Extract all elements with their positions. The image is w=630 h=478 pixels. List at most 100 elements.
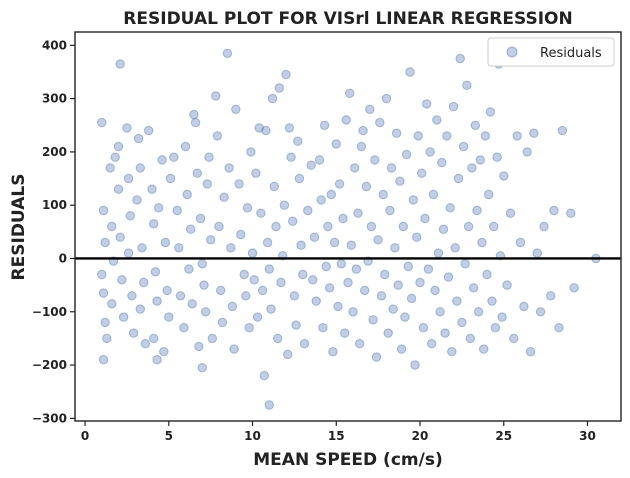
- legend-box: [487, 37, 615, 67]
- scatter-point: [204, 152, 214, 162]
- scatter-point: [463, 221, 474, 232]
- plot-area: [74, 31, 622, 422]
- scatter-point: [546, 291, 556, 301]
- scatter-point: [289, 291, 300, 301]
- scatter-point: [489, 221, 499, 232]
- legend: Residuals: [487, 37, 615, 67]
- scatter-point: [381, 93, 392, 104]
- scatter-point: [566, 208, 576, 218]
- scatter-point: [395, 176, 405, 186]
- scatter-point: [350, 163, 360, 173]
- scatter-point: [345, 88, 355, 99]
- scatter-point: [410, 360, 420, 370]
- x-axis-label: MEAN SPEED (cm/s): [253, 450, 442, 470]
- scatter-point: [187, 299, 197, 309]
- scatter-point: [214, 221, 224, 232]
- scatter-point: [314, 155, 325, 165]
- scatter-point: [200, 307, 211, 317]
- scatter-point: [525, 347, 536, 357]
- scatter-point: [465, 333, 475, 344]
- scatter-point: [242, 203, 253, 213]
- scatter-point: [110, 152, 120, 162]
- scatter-point: [164, 312, 174, 322]
- scatter-point: [165, 173, 176, 184]
- scatter-point: [144, 125, 154, 136]
- scatter-points: [97, 48, 601, 410]
- scatter-point: [197, 259, 208, 269]
- scatter-point: [192, 168, 203, 178]
- scatter-point: [482, 269, 492, 280]
- scatter-point: [174, 243, 184, 253]
- scatter-point: [383, 328, 393, 338]
- scatter-point: [401, 149, 412, 160]
- scatter-point: [331, 139, 341, 149]
- scatter-point: [393, 280, 403, 290]
- scatter-point: [457, 317, 467, 328]
- scatter-point: [433, 248, 444, 258]
- scatter-point: [262, 237, 273, 248]
- scatter-point: [274, 83, 284, 93]
- scatter-point: [117, 275, 127, 285]
- scatter-point: [505, 208, 516, 218]
- scatter-point: [160, 237, 171, 248]
- scatter-point: [149, 219, 159, 229]
- scatter-point: [422, 99, 432, 109]
- scatter-point: [328, 347, 338, 357]
- scatter-point: [432, 115, 442, 125]
- scatter-point: [376, 291, 387, 301]
- scatter-point: [396, 344, 407, 354]
- scatter-point: [437, 157, 447, 168]
- scatter-point: [132, 195, 142, 205]
- scatter-point: [107, 299, 117, 309]
- plot-frame: [74, 31, 622, 422]
- scatter-point: [267, 93, 278, 104]
- scatter-point: [199, 280, 209, 290]
- scatter-point: [321, 261, 331, 272]
- scatter-point: [115, 232, 125, 242]
- scatter-point: [149, 333, 159, 344]
- scatter-point: [202, 179, 213, 189]
- scatter-point: [288, 216, 298, 226]
- scatter-point: [194, 341, 204, 352]
- scatter-point: [311, 296, 321, 306]
- scatter-point: [246, 147, 256, 157]
- x-tick-label: 30: [579, 429, 596, 443]
- scatter-point: [291, 320, 301, 330]
- scatter-point: [427, 339, 437, 349]
- scatter-point: [319, 120, 330, 131]
- scatter-point: [152, 296, 162, 306]
- scatter-point: [293, 136, 303, 146]
- scatter-point: [140, 339, 151, 349]
- scatter-point: [341, 115, 351, 125]
- scatter-point: [477, 237, 487, 248]
- scatter-point: [479, 344, 489, 354]
- y-axis-ticks: −300 −200 −100 0 100 200 300 400: [32, 38, 75, 425]
- scatter-point: [333, 301, 343, 312]
- scatter-point: [452, 296, 462, 306]
- scatter-point: [458, 141, 469, 152]
- scatter-point: [239, 269, 249, 280]
- scatter-point: [257, 285, 268, 296]
- scatter-point: [125, 211, 136, 221]
- scatter-point: [286, 152, 296, 162]
- x-tick-label: 15: [328, 429, 345, 443]
- scatter-point: [334, 179, 345, 189]
- scatter-point: [236, 229, 246, 240]
- scatter-point: [195, 213, 206, 224]
- scatter-point: [390, 243, 400, 253]
- scatter-point: [261, 125, 271, 136]
- scatter-point: [316, 195, 326, 205]
- scatter-point: [231, 104, 241, 115]
- scatter-point: [430, 285, 440, 296]
- scatter-point: [264, 400, 274, 410]
- y-tick-label: 0: [59, 251, 67, 265]
- scatter-point: [323, 221, 333, 232]
- scatter-point: [251, 168, 261, 178]
- scatter-point: [180, 141, 191, 152]
- scatter-point: [259, 371, 269, 381]
- scatter-point: [373, 235, 383, 245]
- scatter-point: [115, 59, 125, 69]
- y-tick-label: −100: [32, 305, 67, 319]
- scatter-point: [184, 264, 194, 274]
